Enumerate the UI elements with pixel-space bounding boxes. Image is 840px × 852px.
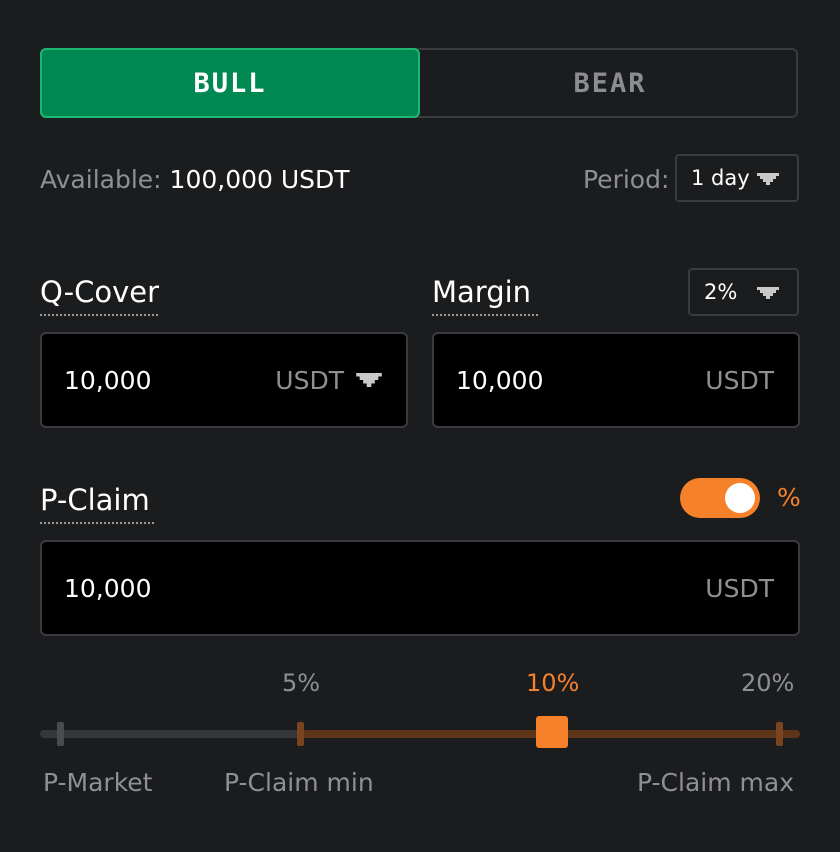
tick-label-5: 5%: [282, 669, 321, 697]
q-cover-label: Q-Cover: [40, 275, 160, 309]
period-dropdown[interactable]: 1 day: [675, 154, 799, 202]
p-claim-underline: [40, 522, 154, 524]
q-cover-value: 10,000: [64, 365, 152, 395]
q-cover-unit-select[interactable]: USDT: [275, 334, 382, 426]
margin-ratio-dropdown[interactable]: 2%: [688, 268, 799, 316]
p-claim-value: 10,000: [64, 573, 152, 603]
p-claim-min-label: P-Claim min: [224, 768, 374, 797]
slider-stop-max: [776, 722, 783, 746]
p-market-label: P-Market: [43, 768, 153, 797]
margin-unit: USDT: [705, 365, 774, 395]
p-claim-slider[interactable]: [40, 716, 800, 748]
margin-label: Margin: [432, 275, 532, 309]
tick-label-10: 10%: [526, 669, 580, 697]
margin-underline: [432, 314, 538, 316]
q-cover-unit: USDT: [275, 365, 344, 395]
margin-value: 10,000: [456, 365, 544, 395]
p-claim-input[interactable]: 10,000 USDT: [40, 540, 800, 636]
p-claim-unit: USDT: [705, 573, 774, 603]
slider-thumb[interactable]: [536, 716, 568, 748]
slider-track-inactive: [40, 730, 302, 738]
q-cover-input[interactable]: 10,000 USDT: [40, 332, 408, 428]
period-label: Period:: [583, 165, 670, 194]
p-claim-label: P-Claim: [40, 483, 150, 517]
p-claim-max-label: P-Claim max: [637, 768, 794, 797]
bear-tab[interactable]: BEAR: [573, 67, 647, 99]
available-label: Available:: [40, 165, 162, 194]
percent-mode-toggle[interactable]: [680, 478, 760, 518]
percent-toggle-label: %: [777, 483, 801, 512]
caret-down-icon: [757, 287, 779, 299]
available-value: 100,000 USDT: [169, 165, 350, 194]
tick-label-20: 20%: [741, 669, 795, 697]
q-cover-underline: [40, 314, 158, 316]
period-value: 1 day: [691, 166, 750, 190]
caret-down-icon: [757, 173, 779, 185]
caret-down-icon: [356, 373, 382, 387]
slider-stop-min: [297, 722, 304, 746]
margin-input[interactable]: 10,000 USDT: [432, 332, 800, 428]
toggle-knob: [725, 483, 755, 513]
slider-stop-market: [57, 722, 64, 746]
margin-ratio-value: 2%: [704, 280, 738, 304]
bull-tab[interactable]: BULL: [40, 48, 420, 118]
direction-toggle: BULL BEAR: [40, 48, 798, 118]
available-balance: Available: 100,000 USDT: [40, 164, 350, 196]
